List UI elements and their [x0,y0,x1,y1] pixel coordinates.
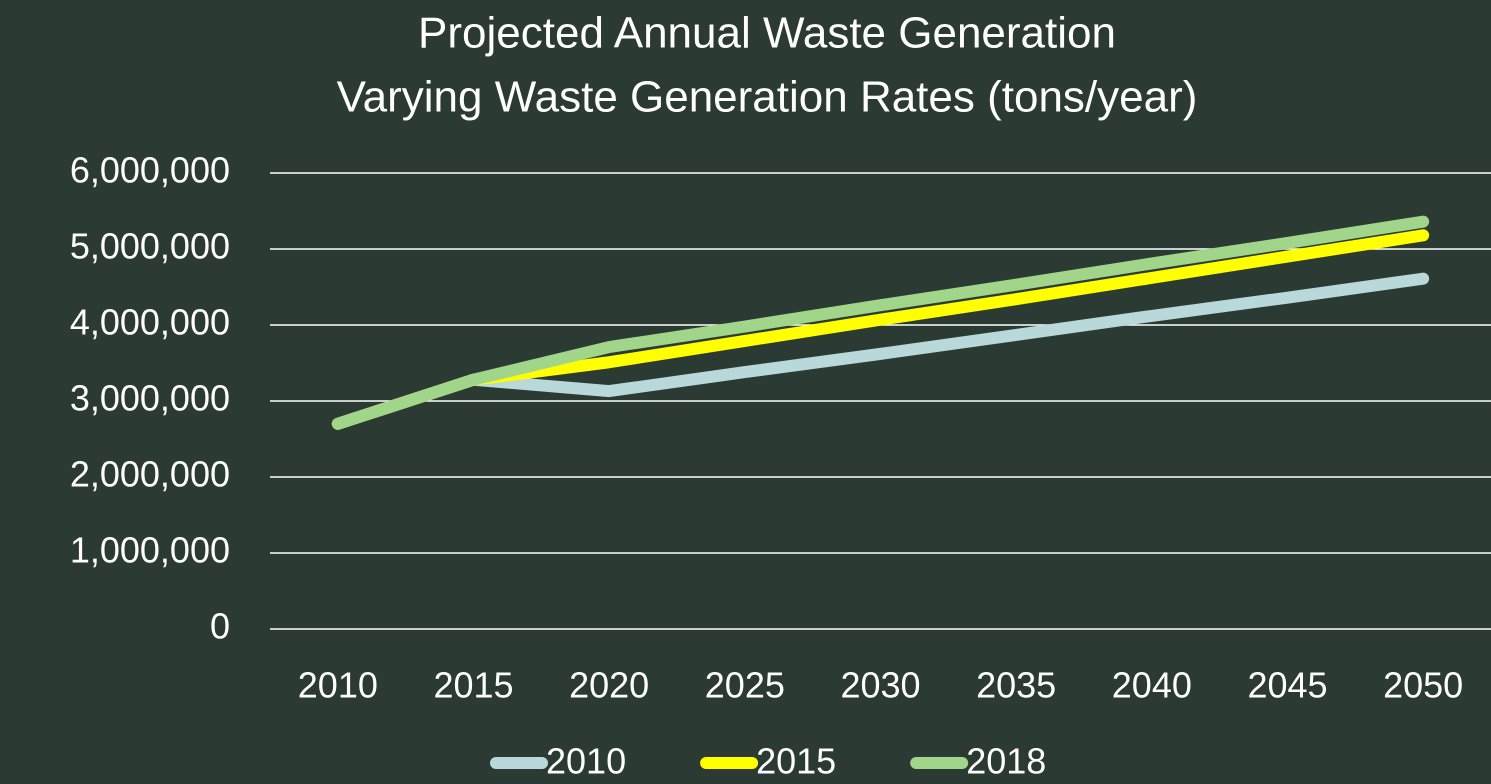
x-tick-label: 2010 [298,665,378,706]
x-tick-label: 2015 [433,665,513,706]
x-tick-label: 2040 [1112,665,1192,706]
x-tick-label: 2050 [1383,665,1463,706]
y-tick-label: 2,000,000 [70,454,230,495]
y-tick-label: 6,000,000 [70,150,230,191]
series-line [331,215,1430,430]
y-tick-label: 0 [210,606,230,647]
legend-label: 2015 [756,741,836,782]
x-tick-label: 2025 [705,665,785,706]
legend-label: 2018 [966,741,1046,782]
y-tick-label: 4,000,000 [70,302,230,343]
x-tick-label: 2035 [976,665,1056,706]
series-line [331,272,1430,430]
x-tick-label: 2045 [1247,665,1327,706]
y-tick-label: 1,000,000 [70,530,230,571]
legend-label: 2010 [546,741,626,782]
chart-title: Projected Annual Waste Generation [418,9,1116,58]
x-tick-label: 2030 [840,665,920,706]
x-tick-label: 2020 [569,665,649,706]
y-tick-label: 5,000,000 [70,226,230,267]
y-tick-label: 3,000,000 [70,378,230,419]
chart-subtitle: Varying Waste Generation Rates (tons/yea… [337,73,1198,122]
